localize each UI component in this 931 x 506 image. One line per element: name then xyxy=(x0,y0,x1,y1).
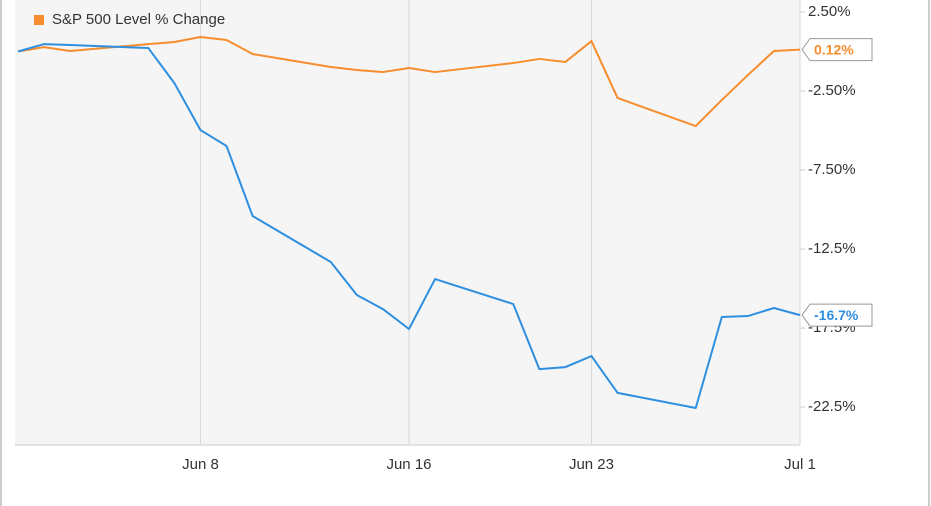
value-label: 0.12% xyxy=(814,41,854,57)
y-tick-label: -7.50% xyxy=(808,161,856,178)
x-tick-label: Jul 1 xyxy=(784,456,816,473)
line xyxy=(17,35,801,128)
x-tick-label: Jun 23 xyxy=(569,456,614,473)
plot-area xyxy=(15,0,800,445)
line xyxy=(17,43,801,410)
x-tick-label: Jun 8 xyxy=(182,456,219,473)
value-label-box xyxy=(801,303,873,327)
y-tick-label: -2.50% xyxy=(808,82,856,99)
y-tick-label: -12.5% xyxy=(808,240,856,257)
legend-label: S&P 500 Level % Change xyxy=(52,11,225,28)
value-label: -16.7% xyxy=(814,307,859,323)
y-tick-label: 2.50% xyxy=(808,3,851,20)
y-tick-label: -22.5% xyxy=(808,398,856,415)
legend-swatch xyxy=(34,15,44,25)
x-tick-label: Jun 16 xyxy=(386,456,431,473)
value-label-box xyxy=(801,38,873,62)
